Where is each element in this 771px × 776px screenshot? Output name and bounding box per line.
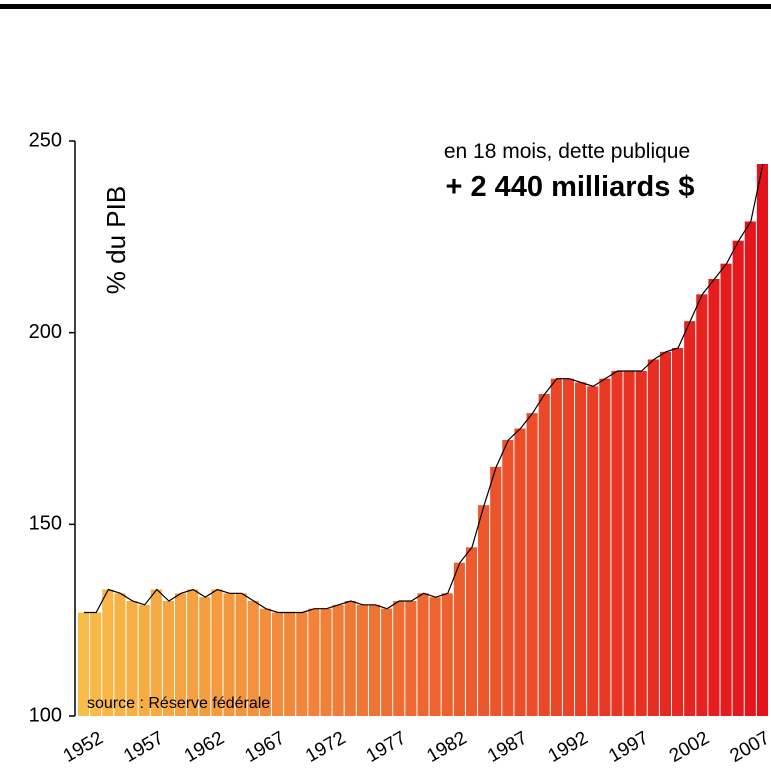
- bar: [490, 466, 502, 716]
- bar: [320, 608, 332, 716]
- outline: [84, 163, 764, 614]
- annotation: en 18 mois, dette publique: [444, 140, 690, 163]
- y-axis-label: % du PIB: [101, 186, 131, 294]
- bar: [465, 547, 478, 716]
- bar: [684, 321, 696, 716]
- bar: [138, 604, 150, 716]
- bar: [259, 608, 271, 716]
- y-tick-label: 250: [29, 129, 62, 151]
- bar: [381, 608, 393, 716]
- bar: [599, 378, 611, 716]
- bar: [672, 348, 684, 716]
- bar: [187, 589, 199, 716]
- y-tick-label: 200: [29, 321, 62, 343]
- bar: [623, 371, 635, 716]
- bar: [635, 371, 647, 716]
- bar: [587, 386, 599, 716]
- bar: [744, 221, 756, 716]
- y-tick-label: 100: [29, 704, 62, 726]
- bar: [720, 263, 732, 716]
- bar: [538, 394, 550, 716]
- bar: [199, 597, 211, 716]
- bar: [235, 593, 247, 716]
- bar: [90, 612, 102, 716]
- bar: [150, 589, 162, 716]
- top-rule: [0, 4, 771, 9]
- bar: [308, 608, 320, 716]
- bar: [126, 601, 138, 716]
- bar: [271, 612, 284, 716]
- bar: [162, 601, 174, 716]
- bar: [526, 413, 538, 716]
- bar: [708, 279, 720, 716]
- bar: [393, 601, 405, 716]
- bar: [405, 601, 417, 716]
- annotation: + 2 440 milliards $: [445, 171, 694, 203]
- bar: [114, 593, 126, 716]
- bar: [417, 593, 429, 716]
- bar: [611, 371, 623, 716]
- y-tick-label: 150: [29, 513, 62, 535]
- bar: [478, 505, 490, 716]
- bar: [78, 612, 90, 716]
- bar: [211, 589, 223, 716]
- bar: [502, 440, 514, 716]
- bar: [223, 593, 235, 716]
- bar: [647, 359, 659, 716]
- bar: [514, 428, 526, 716]
- bar: [732, 240, 744, 716]
- bar: [332, 604, 344, 716]
- bar: [284, 612, 296, 716]
- bar: [550, 378, 562, 716]
- bar: [174, 593, 187, 716]
- bar: [575, 382, 587, 716]
- bar: [368, 604, 381, 716]
- bar: [247, 601, 259, 716]
- bar: [296, 612, 308, 716]
- bar: [696, 294, 708, 716]
- bar: [356, 604, 368, 716]
- bar: [562, 378, 575, 716]
- bar: [441, 593, 453, 716]
- bar: [429, 597, 441, 716]
- bar: [344, 601, 356, 716]
- bar: [453, 562, 465, 716]
- bar: [102, 589, 114, 716]
- source: source : Réserve fédérale: [87, 695, 270, 712]
- bar: [756, 164, 768, 716]
- bar: [659, 351, 672, 716]
